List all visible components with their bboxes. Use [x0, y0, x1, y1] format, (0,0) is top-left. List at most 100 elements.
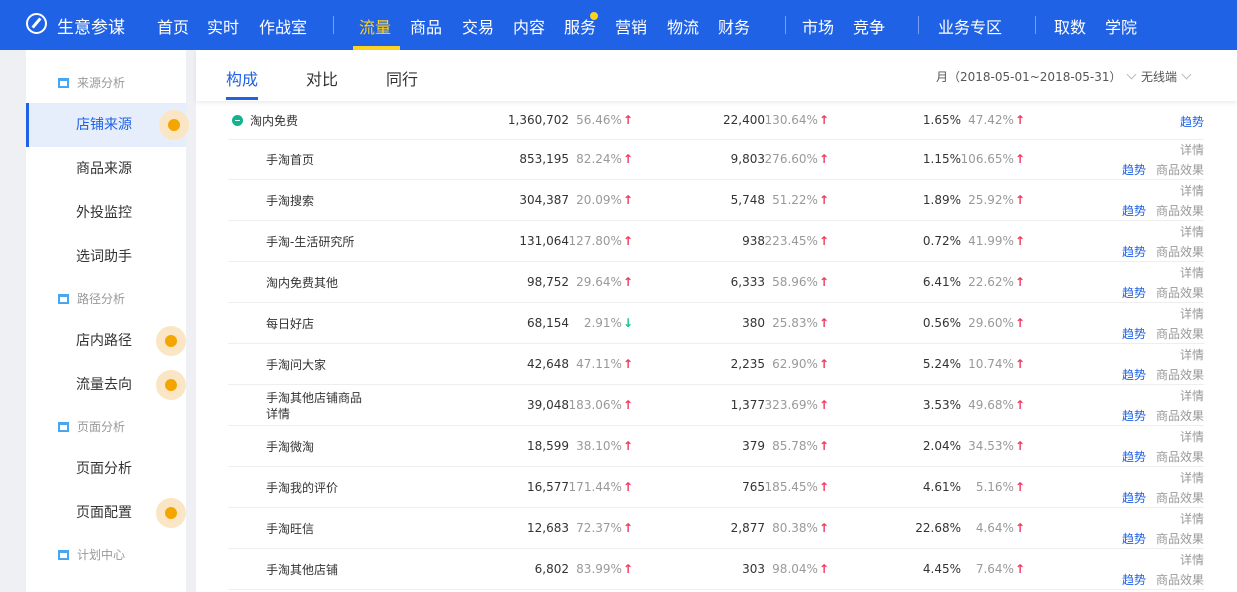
nav-item[interactable]: 首页 [157, 18, 190, 37]
trend-link[interactable]: 趋势 [1121, 409, 1146, 423]
trend-link[interactable]: 趋势 [1121, 532, 1146, 546]
detail-link[interactable]: 详情 [1179, 471, 1204, 485]
nav-item[interactable]: 流量 [359, 18, 392, 37]
buyers-value: 765 [742, 479, 765, 494]
nav-divider [1035, 16, 1036, 34]
trend-link[interactable]: 趋势 [1121, 368, 1146, 382]
detail-link[interactable]: 详情 [1179, 184, 1204, 198]
buyers-value: 380 [742, 315, 765, 330]
nav-item[interactable]: 取数 [1054, 18, 1087, 37]
guide-dot-icon[interactable] [156, 370, 186, 400]
product-effect-link[interactable]: 商品效果 [1155, 450, 1204, 464]
trend-link[interactable]: 趋势 [1121, 163, 1146, 177]
detail-link[interactable]: 详情 [1179, 225, 1204, 239]
nav-item[interactable]: 商品 [410, 18, 443, 37]
compass-logo-icon[interactable] [26, 13, 47, 34]
guide-dot-icon[interactable] [159, 110, 189, 140]
brand-title[interactable]: 生意参谋 [57, 18, 125, 38]
tab-compare[interactable]: 对比 [306, 70, 339, 89]
nav-divider [333, 16, 334, 34]
trend-link[interactable]: 趋势 [1121, 245, 1146, 259]
nav-divider [918, 16, 919, 34]
nav-item[interactable]: 市场 [802, 18, 835, 37]
trend-link[interactable]: 趋势 [1121, 573, 1146, 587]
source-name: 手淘问大家 [266, 357, 327, 372]
detail-link[interactable]: 详情 [1179, 266, 1204, 280]
product-effect-link[interactable]: 商品效果 [1155, 286, 1204, 300]
building-icon [58, 78, 69, 88]
trend-link[interactable]: 趋势 [1121, 450, 1146, 464]
sidebar-item-shop-source[interactable]: 店铺来源 [26, 103, 189, 147]
sidebar-item-page-analysis[interactable]: 页面分析 [76, 461, 132, 477]
sidebar-item-store-path[interactable]: 店内路径 [26, 319, 186, 363]
nav-item[interactable]: 服务 [564, 18, 597, 37]
sidebar-item-product-source[interactable]: 商品来源 [76, 161, 132, 177]
buyers-change: 62.90% [759, 357, 829, 371]
visitors-value: 853,195 [519, 151, 569, 166]
sidebar-item-ad-monitor[interactable]: 外投监控 [76, 205, 132, 221]
nav-item[interactable]: 实时 [207, 18, 240, 37]
conversion-value: 1.15% [922, 151, 961, 166]
product-effect-link[interactable]: 商品效果 [1155, 532, 1204, 546]
visitors-value: 18,599 [527, 438, 569, 453]
conversion-change: 29.60% [955, 316, 1025, 330]
guide-dot-icon[interactable] [156, 326, 186, 356]
nav-item[interactable]: 物流 [667, 18, 700, 37]
trend-link[interactable]: 趋势 [1121, 204, 1146, 218]
sidebar-item-page-config[interactable]: 页面配置 [26, 491, 186, 535]
product-effect-link[interactable]: 商品效果 [1155, 368, 1204, 382]
detail-link[interactable]: 详情 [1179, 389, 1204, 403]
sidebar-item-traffic-destination[interactable]: 流量去向 [26, 363, 186, 407]
nav-item[interactable]: 竞争 [853, 18, 886, 37]
nav-item[interactable]: 业务专区 [938, 18, 1003, 37]
detail-link[interactable]: 详情 [1179, 430, 1204, 444]
trend-link[interactable]: 趋势 [1121, 286, 1146, 300]
detail-link[interactable]: 详情 [1179, 348, 1204, 362]
visitors-value: 42,648 [527, 356, 569, 371]
detail-link[interactable]: 详情 [1179, 553, 1204, 567]
product-effect-link[interactable]: 商品效果 [1155, 204, 1204, 218]
product-effect-link[interactable]: 商品效果 [1155, 573, 1204, 587]
conversion-value: 3.53% [922, 397, 961, 412]
nav-item[interactable]: 交易 [462, 18, 495, 37]
source-name: 每日好店 [266, 316, 315, 331]
notification-dot [590, 12, 598, 20]
visitors-change: 82.24% [563, 152, 633, 166]
nav-item[interactable]: 营销 [615, 18, 648, 37]
nav-item[interactable]: 作战室 [259, 18, 308, 37]
sidebar-item-keyword-helper[interactable]: 选词助手 [76, 249, 132, 265]
visitors-change: 127.80% [563, 234, 633, 248]
guide-dot-icon[interactable] [156, 498, 186, 528]
tab-composition[interactable]: 构成 [226, 70, 259, 89]
active-nav-underline [353, 46, 400, 50]
tab-peers[interactable]: 同行 [386, 70, 419, 89]
visitors-change: 20.09% [563, 193, 633, 207]
nav-item[interactable]: 财务 [718, 18, 751, 37]
detail-link[interactable]: 详情 [1179, 307, 1204, 321]
product-effect-link[interactable]: 商品效果 [1155, 327, 1204, 341]
detail-link[interactable]: 详情 [1179, 143, 1204, 157]
trend-link[interactable]: 趋势 [1121, 327, 1146, 341]
nav-item[interactable]: 内容 [513, 18, 546, 37]
buyers-change: 323.69% [759, 398, 829, 412]
building-icon [58, 550, 69, 560]
collapse-icon[interactable] [232, 115, 243, 126]
period-select[interactable]: 月（2018-05-01~2018-05-31） [936, 68, 1136, 85]
nav-item[interactable]: 学院 [1105, 18, 1138, 37]
product-effect-link[interactable]: 商品效果 [1155, 409, 1204, 423]
buyers-value: 6,333 [730, 274, 765, 289]
trend-link[interactable]: 趋势 [1121, 491, 1146, 505]
product-effect-link[interactable]: 商品效果 [1155, 163, 1204, 177]
device-select[interactable]: 无线端 [1141, 68, 1192, 85]
trend-link[interactable]: 趋势 [1179, 115, 1204, 129]
visitors-value: 16,577 [527, 479, 569, 494]
section-path-analysis: 路径分析 [58, 290, 125, 307]
source-name: 手淘旺信 [266, 521, 315, 536]
product-effect-link[interactable]: 商品效果 [1155, 245, 1204, 259]
source-name: 手淘微淘 [266, 439, 315, 454]
product-effect-link[interactable]: 商品效果 [1155, 491, 1204, 505]
detail-link[interactable]: 详情 [1179, 512, 1204, 526]
visitors-value: 131,064 [519, 233, 569, 248]
